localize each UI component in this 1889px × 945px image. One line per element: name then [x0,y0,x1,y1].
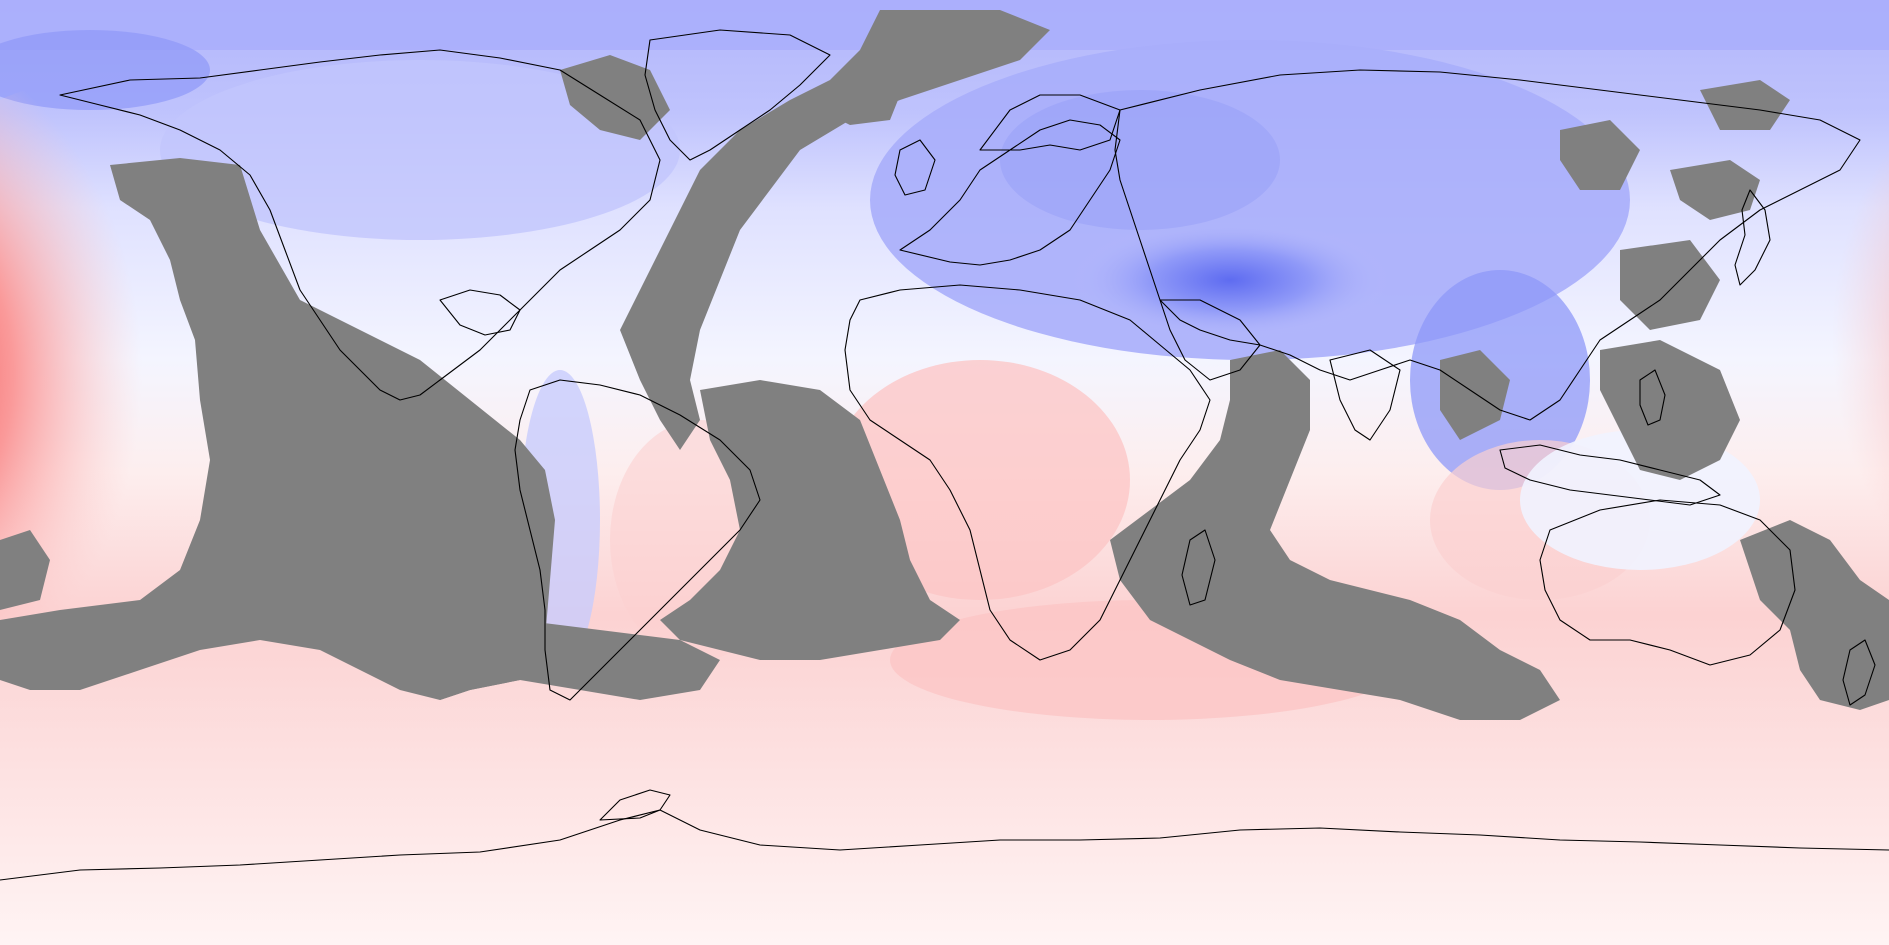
coast-north-america [59,49,661,401]
coast-madagascar [1181,529,1216,606]
coast-india [1329,349,1401,441]
coast-gulf [439,289,521,336]
coast-asia [1114,69,1861,421]
coast-arabia [1159,299,1261,381]
coastlines [0,29,1889,881]
coast-scandinavia [979,94,1121,151]
coast-antarctica [0,809,1889,881]
coast-philippines [1639,369,1666,426]
coast-new-zealand [1842,639,1876,706]
coast-australia [1539,499,1796,666]
coast-indonesia [1499,444,1721,506]
coast-europe [899,119,1121,266]
coast-antarctic-peninsula [599,789,671,821]
coast-africa [844,284,1211,661]
coast-japan [1734,189,1771,286]
coast-uk [894,139,936,196]
no-data-mask [0,10,1889,720]
coast-south-america [514,379,761,701]
coast-greenland [644,29,831,161]
